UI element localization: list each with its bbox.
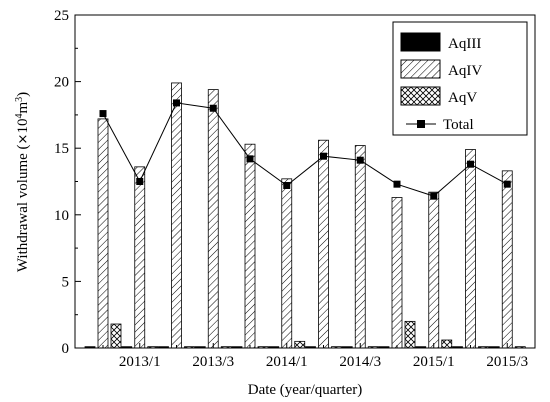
x-axis-title: Date (year/quarter) <box>248 382 363 398</box>
bar-aqiv <box>281 178 293 349</box>
total-marker <box>136 178 144 185</box>
x-tick-label: 2014/3 <box>339 354 381 370</box>
legend-marker-total <box>417 120 425 128</box>
total-marker <box>467 160 474 168</box>
legend-label-total: Total <box>443 117 474 133</box>
x-tick-label: 2013/3 <box>192 354 234 370</box>
y-axis-title: Withdrawal volume (×104m3) <box>14 92 32 272</box>
y-tick-label: 0 <box>62 341 70 357</box>
plot-frame <box>74 14 536 349</box>
bar-aqiv <box>354 145 366 349</box>
bar-aqv <box>294 340 306 349</box>
bar-aqiv <box>134 166 146 349</box>
bar-aqiv <box>391 197 403 349</box>
total-marker <box>503 180 511 188</box>
bar-aqv <box>404 320 416 349</box>
y-tick-label: 25 <box>54 8 69 24</box>
bar-aqiv <box>97 118 109 349</box>
total-line <box>102 102 508 197</box>
bar-aqiv <box>244 143 256 349</box>
total-marker <box>430 192 438 200</box>
total-marker <box>99 110 107 118</box>
y-tick-label: 5 <box>62 274 70 290</box>
legend-swatch-aqv <box>400 86 441 106</box>
legend: AqIII AqIV AqV Total <box>392 21 528 136</box>
bar-aqiv <box>465 149 476 349</box>
total-marker <box>356 156 364 164</box>
bar-aqiv <box>428 191 440 349</box>
legend-swatch-aqiv <box>400 59 441 79</box>
y-tick-label: 20 <box>54 75 69 91</box>
bar-aqiv <box>501 170 513 349</box>
y-tick-label: 15 <box>54 141 69 157</box>
total-marker <box>283 181 291 189</box>
total-marker <box>393 180 401 188</box>
legend-label-aqiii: AqIII <box>448 36 481 52</box>
x-tick-label: 2013/1 <box>119 354 161 370</box>
bar-aqiv <box>318 139 329 349</box>
total-marker <box>173 99 180 107</box>
total-marker <box>209 104 217 112</box>
total-marker <box>320 152 327 160</box>
bar-aqiv <box>171 82 182 349</box>
bar-aqiv <box>207 89 219 349</box>
x-tick-label: 2015/1 <box>413 354 455 370</box>
total-marker <box>246 155 254 163</box>
y-tick-label: 10 <box>54 208 69 224</box>
bar-aqv <box>110 323 122 349</box>
legend-swatch-aqiii <box>400 32 441 52</box>
x-tick-label: 2015/3 <box>486 354 528 370</box>
x-tick-label: 2014/1 <box>266 354 308 370</box>
legend-label-aqiv: AqIV <box>448 63 482 79</box>
legend-label-aqv: AqV <box>448 90 477 106</box>
bar-aqv <box>441 339 453 349</box>
